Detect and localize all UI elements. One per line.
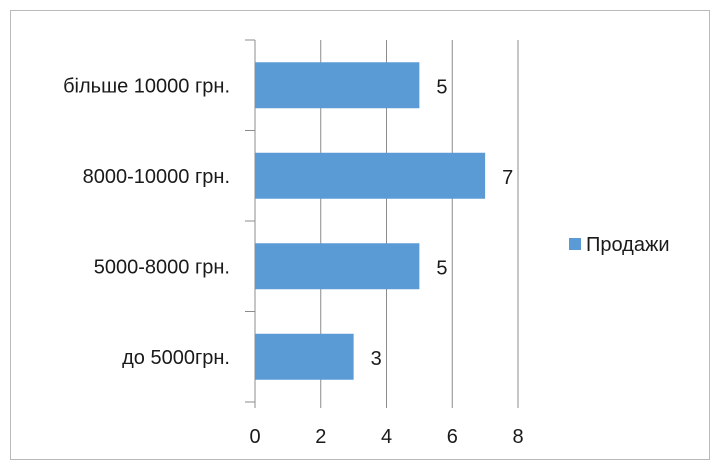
x-tick-label: 4	[381, 426, 392, 448]
category-label: до 5000грн.	[122, 347, 230, 369]
data-label: 3	[371, 348, 382, 370]
x-tick-label: 0	[249, 426, 260, 448]
data-label: 5	[436, 76, 447, 98]
x-tick-label: 6	[447, 426, 458, 448]
legend-swatch	[569, 238, 581, 250]
bar	[255, 333, 354, 380]
data-label: 5	[436, 257, 447, 279]
x-tick-label: 2	[315, 426, 326, 448]
legend-label: Продажи	[586, 234, 670, 256]
x-tick-label: 8	[512, 426, 523, 448]
data-label: 7	[502, 167, 513, 189]
category-label: 5000-8000 грн.	[94, 256, 230, 278]
bar	[255, 62, 420, 109]
category-label: більше 10000 грн.	[63, 75, 230, 97]
bar	[255, 243, 420, 290]
bar	[255, 152, 486, 199]
category-label: 8000-10000 грн.	[83, 166, 230, 188]
